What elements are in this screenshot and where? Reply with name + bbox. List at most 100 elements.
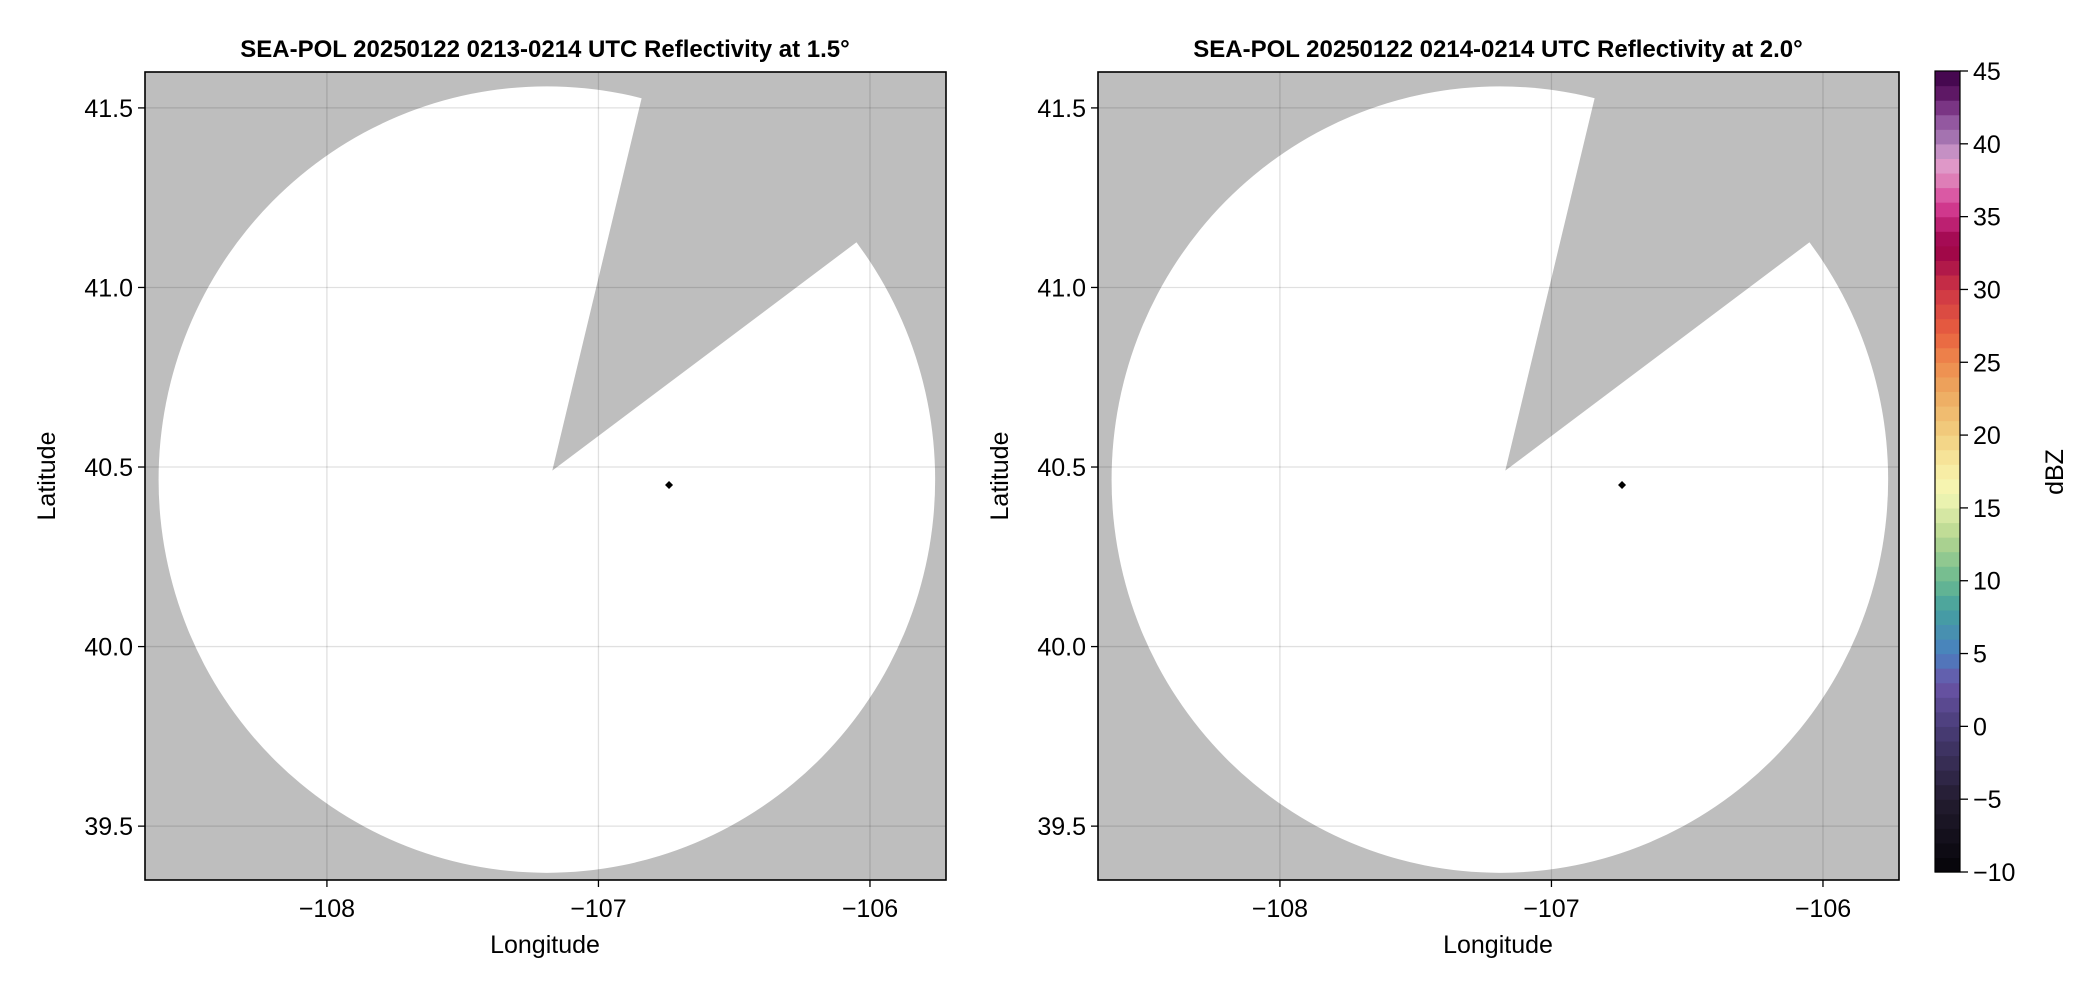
colorbar-band — [1935, 755, 1960, 771]
colorbar-band — [1935, 813, 1960, 829]
x-tick-label: −108 — [1252, 895, 1308, 923]
colorbar-band — [1935, 653, 1960, 669]
colorbar-band — [1935, 245, 1960, 261]
colorbar-band — [1935, 435, 1960, 451]
colorbar-tick-label: 15 — [1973, 495, 2001, 523]
colorbar-band — [1935, 595, 1960, 611]
colorbar-band — [1935, 464, 1960, 480]
colorbar-band — [1935, 202, 1960, 218]
plot-area — [145, 72, 946, 880]
x-tick-label: −107 — [570, 895, 626, 923]
colorbar-band — [1935, 405, 1960, 422]
x-tick-label: −107 — [1523, 895, 1579, 923]
colorbar-band — [1935, 478, 1960, 494]
colorbar-band — [1935, 580, 1960, 596]
y-tick-label: 40.0 — [84, 634, 133, 662]
colorbar-band — [1935, 289, 1960, 305]
left-panel-title: SEA-POL 20250122 0213-0214 UTC Reflectiv… — [240, 36, 849, 63]
colorbar-tick-label: 10 — [1973, 568, 2001, 596]
colorbar-tick-label: 5 — [1973, 641, 1987, 669]
colorbar-tick-label: 0 — [1973, 713, 1987, 741]
colorbar-tick-label: 40 — [1973, 131, 2001, 159]
right-panel-title: SEA-POL 20250122 0214-0214 UTC Reflectiv… — [1193, 36, 1802, 63]
colorbar-band — [1935, 376, 1960, 392]
colorbar-tick-label: 25 — [1973, 349, 2001, 377]
colorbar-band — [1935, 85, 1960, 101]
colorbar-band — [1935, 231, 1960, 247]
radar-location-marker — [665, 480, 674, 489]
colorbar-band — [1935, 697, 1960, 713]
colorbar-band — [1935, 216, 1960, 232]
colorbar-band — [1935, 551, 1960, 567]
colorbar-band — [1935, 522, 1960, 538]
colorbar-band — [1935, 857, 1960, 873]
left-panel-xlabel: Longitude — [490, 931, 600, 959]
colorbar-band — [1935, 100, 1960, 116]
colorbar-frame — [1934, 70, 1961, 873]
colorbar-band — [1935, 682, 1960, 698]
right-panel: SEA-POL 20250122 0214-0214 UTC Reflectiv… — [986, 36, 1900, 959]
y-tick-label: 39.5 — [84, 813, 133, 841]
colorbar-band — [1935, 449, 1960, 465]
y-tick-label: 40.0 — [1037, 634, 1086, 662]
y-tick-label: 40.5 — [1037, 454, 1086, 482]
colorbar-band — [1935, 362, 1960, 378]
y-tick-label: 41.0 — [84, 274, 133, 302]
blocked-sector — [552, 72, 946, 471]
colorbar-band — [1935, 609, 1960, 626]
colorbar-tick-label: 35 — [1973, 204, 2001, 232]
left-panel: SEA-POL 20250122 0213-0214 UTC Reflectiv… — [33, 36, 947, 959]
x-tick-label: −108 — [299, 895, 355, 923]
blocked-sector — [1505, 72, 1899, 471]
colorbar-band — [1935, 740, 1960, 757]
x-tick-label: −106 — [842, 895, 898, 923]
y-tick-label: 41.5 — [1037, 95, 1086, 123]
colorbar-band — [1935, 638, 1960, 655]
y-tick-label: 41.0 — [1037, 274, 1086, 302]
right-panel-xlabel: Longitude — [1443, 931, 1553, 959]
x-tick-label: −106 — [1795, 895, 1851, 923]
colorbar-band — [1935, 668, 1960, 684]
colorbar-band — [1935, 711, 1960, 727]
colorbar-band — [1935, 784, 1960, 800]
right-panel-ylabel: Latitude — [986, 432, 1014, 521]
y-tick-label: 41.5 — [84, 95, 133, 123]
colorbar-band — [1935, 726, 1960, 742]
colorbar-band — [1935, 799, 1960, 815]
colorbar-tick-label: 45 — [1973, 58, 2001, 86]
axes-frame — [1097, 71, 1900, 881]
colorbar-label: dBZ — [2041, 449, 2069, 495]
colorbar-band — [1935, 493, 1960, 509]
left-panel-ylabel: Latitude — [33, 432, 61, 521]
colorbar-band — [1935, 114, 1960, 130]
y-tick-label: 39.5 — [1037, 813, 1086, 841]
colorbar-band — [1935, 274, 1960, 291]
colorbar-band — [1935, 828, 1960, 844]
colorbar-band — [1935, 391, 1960, 407]
colorbar-band — [1935, 143, 1960, 159]
colorbar-band — [1935, 172, 1960, 189]
colorbar-tick-label: 20 — [1973, 422, 2001, 450]
colorbar: dBZ −10 −5 0 5 10 15 20 25 30 35 40 45 — [1934, 58, 2069, 887]
colorbar-band — [1935, 770, 1960, 786]
colorbar-tick-label: −5 — [1973, 786, 2002, 814]
colorbar-band — [1935, 71, 1960, 87]
colorbar-band — [1935, 158, 1960, 174]
colorbar-band — [1935, 333, 1960, 349]
radar-location-marker — [1618, 480, 1627, 489]
colorbar-band — [1935, 507, 1960, 524]
colorbar-band — [1935, 537, 1960, 553]
colorbar-band — [1935, 304, 1960, 320]
colorbar-tick-label: −10 — [1973, 859, 2015, 887]
colorbar-band — [1935, 347, 1960, 363]
colorbar-band — [1935, 318, 1960, 334]
colorbar-band — [1935, 129, 1960, 145]
colorbar-band — [1935, 420, 1960, 436]
axes-frame — [144, 71, 947, 881]
colorbar-band — [1935, 842, 1960, 859]
colorbar-band — [1935, 624, 1960, 640]
colorbar-band — [1935, 187, 1960, 203]
colorbar-band — [1935, 260, 1960, 276]
colorbar-tick-label: 30 — [1973, 276, 2001, 304]
